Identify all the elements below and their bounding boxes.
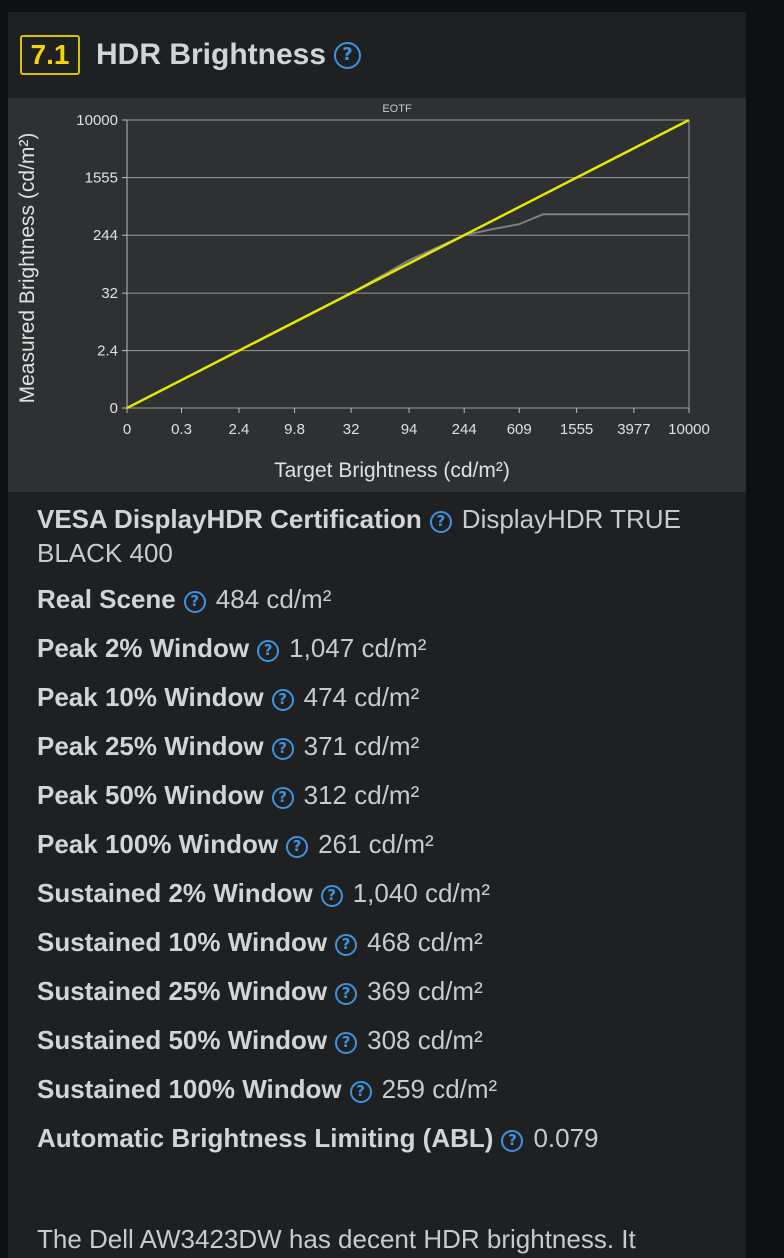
- section-title: HDR Brightness: [96, 38, 327, 71]
- section-number-badge: 7.1: [20, 35, 80, 75]
- chart-title: EOTF: [382, 103, 412, 115]
- help-icon[interactable]: ?: [335, 982, 358, 1005]
- spec-label: Sustained 100% Window: [37, 1074, 342, 1104]
- spec-value: DisplayHDR TRUE: [461, 504, 681, 534]
- y-tick-label: 0: [110, 400, 118, 417]
- spec-row: Peak 25% Window? 371 cd/m²: [37, 729, 727, 763]
- help-icon[interactable]: ?: [335, 1031, 358, 1054]
- y-tick-label: 32: [101, 285, 118, 302]
- spec-label: Peak 25% Window: [37, 731, 264, 761]
- spec-row: Peak 2% Window? 1,047 cd/m²: [37, 631, 727, 665]
- spec-label: Peak 100% Window: [37, 829, 279, 859]
- help-icon[interactable]: ?: [501, 1129, 524, 1152]
- y-axis-label: Measured Brightness (cd/m²): [16, 133, 39, 404]
- spec-value: 369 cd/m²: [367, 976, 483, 1006]
- spec-row: Peak 10% Window? 474 cd/m²: [37, 680, 727, 714]
- spec-value: 468 cd/m²: [367, 927, 483, 957]
- spec-row: Peak 50% Window? 312 cd/m²: [37, 778, 727, 812]
- help-icon[interactable]: ?: [271, 737, 294, 760]
- spec-row: Automatic Brightness Limiting (ABL)? 0.07…: [37, 1121, 727, 1155]
- y-tick-label: 244: [93, 227, 118, 244]
- spec-value: 312 cd/m²: [303, 780, 420, 810]
- spec-row: VESA DisplayHDR Certification? DisplayHDR…: [37, 502, 727, 570]
- spec-label: Sustained 2% Window: [37, 878, 313, 908]
- spec-row: Sustained 25% Window? 369 cd/m²: [37, 974, 727, 1008]
- help-icon[interactable]: ?: [271, 786, 294, 809]
- x-tick-label: 1555: [560, 421, 593, 438]
- target-eotf-line: [126, 118, 690, 410]
- y-tick-label: 10000: [76, 112, 118, 129]
- help-icon[interactable]: ?: [271, 688, 294, 711]
- eotf-chart: EOTF Measured Brightness (cd/m²) Target …: [8, 98, 746, 492]
- spec-label: Automatic Brightness Limiting (ABL): [37, 1123, 494, 1153]
- x-tick-label: 94: [401, 421, 418, 438]
- spec-label: Sustained 25% Window: [37, 976, 328, 1006]
- spec-value: 0.079: [533, 1123, 599, 1153]
- help-icon[interactable]: ?: [349, 1080, 372, 1103]
- spec-label: Sustained 50% Window: [37, 1025, 328, 1055]
- x-tick-label: 10000: [668, 421, 710, 438]
- help-icon[interactable]: ?: [334, 41, 362, 69]
- spec-value: 1,047 cd/m²: [289, 633, 427, 663]
- y-tick-label: 1555: [85, 170, 118, 187]
- x-tick-label: 3977: [617, 421, 650, 438]
- spec-row: Sustained 100% Window? 259 cd/m²: [37, 1072, 727, 1106]
- x-tick-label: 2.4: [229, 421, 250, 438]
- spec-label: Peak 10% Window: [37, 682, 264, 712]
- spec-value: 484 cd/m²: [215, 584, 332, 614]
- spec-list: VESA DisplayHDR Certification? DisplayHDR…: [37, 502, 727, 1170]
- x-tick-label: 609: [507, 421, 532, 438]
- help-icon[interactable]: ?: [429, 510, 452, 533]
- spec-label: Real Scene: [37, 584, 176, 614]
- measured-eotf-line: [126, 213, 689, 409]
- summary-text: The Dell AW3423DW has decent HDR brightn…: [37, 1224, 636, 1254]
- help-icon[interactable]: ?: [320, 884, 343, 907]
- hdr-brightness-panel: 7.1 HDR Brightness ? EOTF Measured Brigh…: [8, 12, 746, 1258]
- spec-value: 308 cd/m²: [367, 1025, 483, 1055]
- spec-row: Peak 100% Window? 261 cd/m²: [37, 827, 727, 861]
- y-tick-label: 2.4: [97, 343, 118, 360]
- help-icon[interactable]: ?: [286, 835, 309, 858]
- x-tick-label: 0: [123, 421, 131, 438]
- spec-label: Sustained 10% Window: [37, 927, 328, 957]
- spec-value: 474 cd/m²: [303, 682, 420, 712]
- x-tick-label: 244: [452, 421, 477, 438]
- x-tick-label: 0.3: [171, 421, 192, 438]
- x-tick-label: 32: [343, 421, 360, 438]
- spec-row: Sustained 10% Window? 468 cd/m²: [37, 925, 727, 959]
- x-tick-label: 9.8: [284, 421, 305, 438]
- spec-label: Peak 2% Window: [37, 633, 250, 663]
- help-icon[interactable]: ?: [183, 590, 206, 613]
- spec-row: Sustained 2% Window? 1,040 cd/m²: [37, 876, 727, 910]
- spec-label: Peak 50% Window: [37, 780, 264, 810]
- x-axis-label: Target Brightness (cd/m²): [274, 459, 510, 482]
- help-icon[interactable]: ?: [257, 639, 280, 662]
- spec-value: 261 cd/m²: [318, 829, 434, 859]
- help-icon[interactable]: ?: [335, 933, 358, 956]
- spec-value: 1,040 cd/m²: [352, 878, 490, 908]
- spec-value-continuation: BLACK 400: [37, 538, 173, 568]
- spec-row: Sustained 50% Window? 308 cd/m²: [37, 1023, 727, 1057]
- spec-label: VESA DisplayHDR Certification: [37, 504, 422, 534]
- spec-value: 259 cd/m²: [381, 1074, 498, 1104]
- eotf-chart-svg: EOTF Measured Brightness (cd/m²) Target …: [16, 103, 710, 482]
- section-header: 7.1 HDR Brightness ?: [20, 32, 362, 78]
- spec-row: Real Scene? 484 cd/m²: [37, 582, 727, 616]
- spec-value: 371 cd/m²: [303, 731, 420, 761]
